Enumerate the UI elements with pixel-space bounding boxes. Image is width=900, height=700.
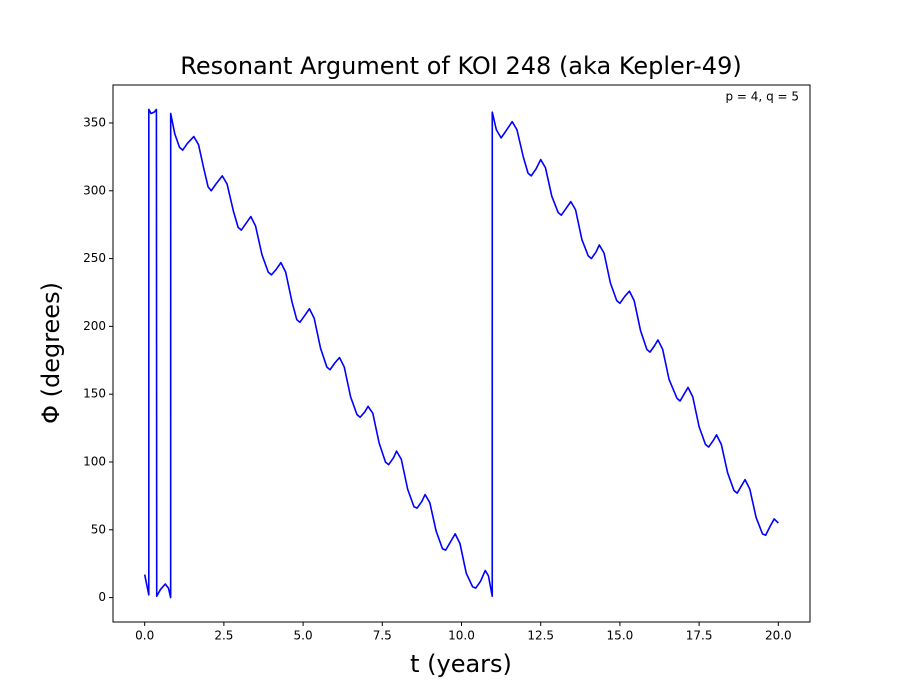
plot-frame: [112, 84, 811, 623]
y-tick-label: 350: [83, 115, 106, 129]
annotation: p = 4, q = 5: [726, 90, 800, 104]
y-tick-label: 300: [83, 183, 106, 197]
x-tick-label: 15.0: [607, 629, 634, 643]
x-axis-label: t (years): [410, 650, 512, 678]
y-tick-label: 200: [83, 319, 106, 333]
y-tick-label: 100: [83, 454, 106, 468]
x-tick-label: 2.5: [214, 629, 233, 643]
x-tick-label: 20.0: [765, 629, 792, 643]
y-axis-label: Φ (degrees): [37, 282, 65, 424]
data-line: [143, 108, 779, 599]
y-tick-label: 150: [83, 387, 106, 401]
x-tick-label: 17.5: [686, 629, 713, 643]
x-tick-label: 10.0: [448, 629, 475, 643]
chart-title: Resonant Argument of KOI 248 (aka Kepler…: [180, 52, 741, 80]
x-tick-label: 0.0: [135, 629, 154, 643]
y-tick-label: 50: [91, 522, 106, 536]
x-tick-label: 12.5: [527, 629, 554, 643]
x-tick-label: 7.5: [373, 629, 392, 643]
y-tick-label: 0: [98, 590, 106, 604]
x-tick-label: 5.0: [294, 629, 313, 643]
y-tick-label: 250: [83, 251, 106, 265]
